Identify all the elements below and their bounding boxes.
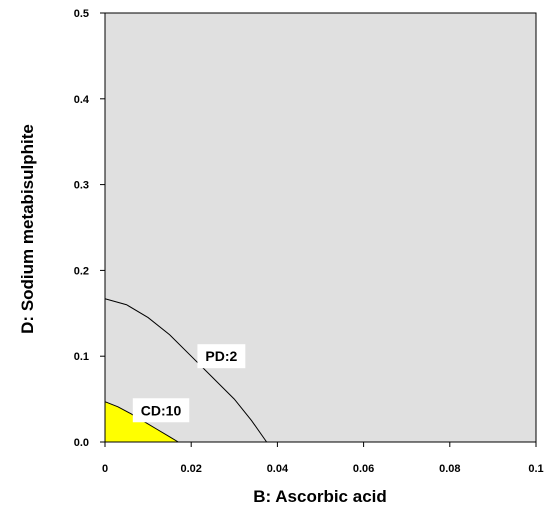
y-axis-ticks: 0.0 0.1 0.2 0.3 0.4 0.5 — [74, 8, 105, 449]
x-axis-ticks: 0 0.02 0.04 0.06 0.08 0.1 — [102, 442, 544, 475]
plot-frame — [104, 12, 537, 443]
contour-line-0 — [104, 298, 268, 443]
contour-label-box-1 — [132, 398, 190, 423]
plot-layer: PD:2 CD:10 — [104, 12, 537, 443]
y-tick-label-1: 0.1 — [74, 351, 89, 363]
x-tick-label-2: 0.04 — [267, 463, 289, 475]
x-tick-label-0: 0 — [102, 463, 108, 475]
x-tick-label-3: 0.06 — [353, 463, 374, 475]
y-axis-title: D: Sodium metabisulphite — [18, 124, 37, 334]
y-tick-label-5: 0.5 — [74, 8, 89, 20]
contour-label-1: CD:10 — [132, 398, 190, 423]
plot-area — [105, 13, 536, 442]
x-tick-label-4: 0.08 — [439, 463, 460, 475]
x-tick-label-1: 0.02 — [180, 463, 201, 475]
y-tick-label-4: 0.4 — [74, 94, 90, 106]
contour-label-box-0 — [197, 344, 246, 369]
y-tick-label-2: 0.2 — [74, 265, 89, 277]
y-tick-label-0: 0.0 — [74, 437, 89, 449]
x-axis-title: B: Ascorbic acid — [253, 487, 387, 506]
y-tick-label-3: 0.3 — [74, 180, 89, 192]
contour-label-0: PD:2 — [197, 344, 246, 369]
contour-label-text-0: PD:2 — [205, 348, 237, 364]
contour-label-text-1: CD:10 — [141, 402, 182, 418]
x-tick-label-5: 0.1 — [528, 463, 543, 475]
